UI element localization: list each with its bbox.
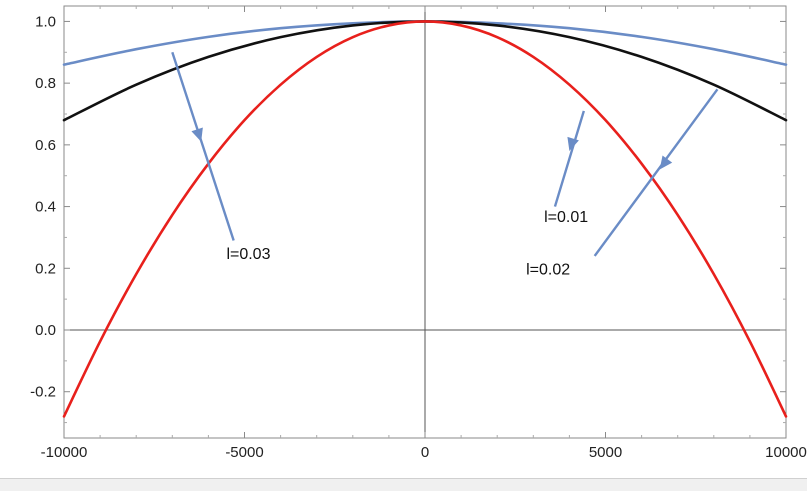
annotation-label: l=0.02 [526, 261, 570, 278]
annotation-label: l=0.03 [226, 246, 270, 263]
x-tick-label: 10000 [765, 444, 807, 461]
y-tick-label: 1.0 [35, 13, 56, 30]
y-tick-label: -0.2 [30, 384, 56, 401]
annotation-label: l=0.01 [544, 209, 588, 226]
y-tick-label: 0.2 [35, 260, 56, 277]
x-tick-label: -10000 [41, 444, 88, 461]
x-tick-label: 0 [421, 444, 429, 461]
y-tick-label: 0.6 [35, 137, 56, 154]
y-tick-label: 0.4 [35, 199, 56, 216]
x-tick-label: 5000 [589, 444, 622, 461]
y-tick-label: 0.8 [35, 75, 56, 92]
annotation-arrowhead [191, 127, 203, 142]
window-bottom-bar [0, 478, 807, 491]
x-tick-label: -5000 [225, 444, 263, 461]
y-tick-label: 0.0 [35, 322, 56, 339]
annotation-arrow-line [171, 51, 235, 241]
annotation-arrowhead [567, 136, 579, 152]
annotation-arrow-line [553, 110, 585, 207]
series-line-2 [62, 20, 788, 418]
annotation-arrow-line [593, 88, 719, 257]
annotation-arrowhead [659, 155, 673, 170]
